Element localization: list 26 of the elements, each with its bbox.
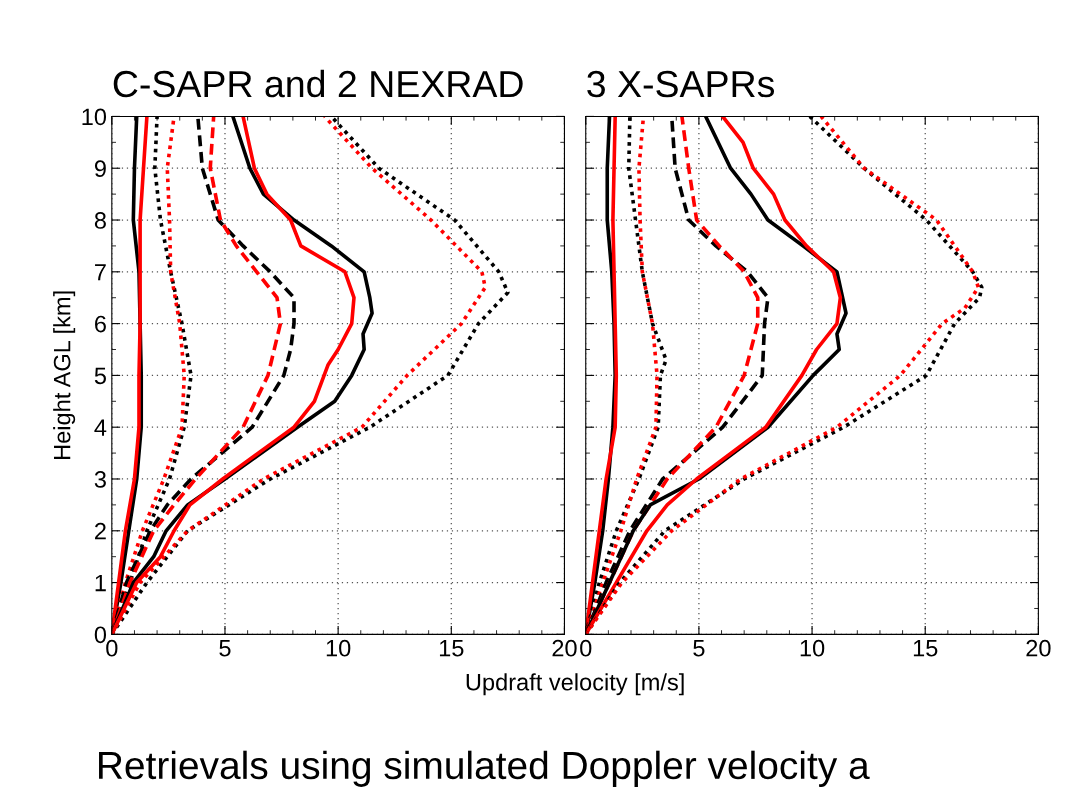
y-tick-label: 5 [94, 367, 106, 385]
x-tick-label: 15 [439, 640, 464, 657]
y-tick-label: 10 [82, 108, 107, 126]
x-tick-label: 5 [693, 640, 705, 657]
y-tick-label: 2 [95, 522, 106, 540]
y-tick-label: 9 [94, 160, 106, 178]
x-tick-label: 10 [326, 639, 351, 657]
chart-title: C-SAPR and 2 NEXRAD [113, 69, 523, 98]
x-tick-label: 10 [800, 639, 825, 657]
y-tick-label: 7 [95, 264, 106, 281]
y-tick-label: 6 [95, 315, 106, 333]
y-tick-label: 4 [94, 419, 107, 436]
x-tick-label: 20 [552, 639, 577, 657]
text: Retrievals using simulated Doppler velocity a [99, 750, 870, 787]
x-tick-label: 20 [1026, 639, 1051, 657]
chart-title: 3 X-SAPRs [587, 70, 775, 98]
x-tick-label: 0 [580, 639, 592, 657]
x-tick-label: 0 [106, 639, 118, 657]
y-tick-label: 3 [94, 471, 106, 488]
x-tick-label: 5 [219, 640, 231, 657]
y-axis-title: Height AGL [km] [53, 291, 76, 459]
x-tick-label: 15 [913, 640, 938, 657]
y-tick-label: 1 [95, 574, 106, 592]
y-tick-label: 0 [94, 626, 107, 644]
y-tick-label: 8 [94, 212, 106, 229]
x-axis-title: Updraft velocity [m/s] [466, 673, 684, 696]
